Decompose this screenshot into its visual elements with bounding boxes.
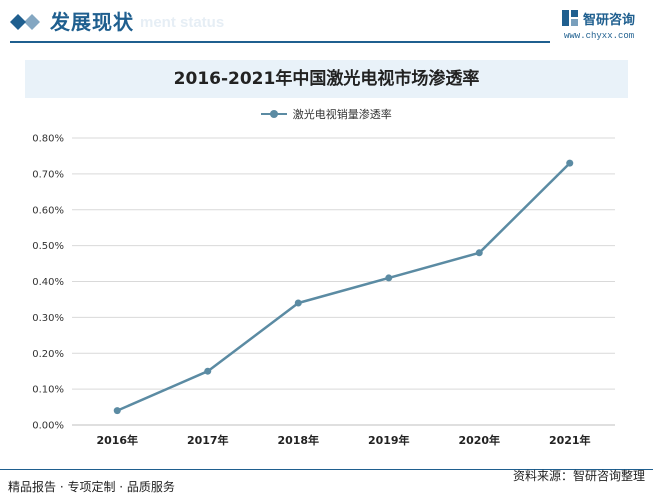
- x-tick-label: 2019年: [368, 433, 410, 447]
- x-tick-label: 2021年: [549, 433, 591, 447]
- page-title: 发展现状: [50, 10, 134, 34]
- x-tick-label: 2020年: [458, 433, 500, 447]
- y-tick-label: 0.50%: [32, 241, 64, 252]
- diamond-icon: [10, 14, 40, 30]
- footer-divider: [0, 469, 653, 470]
- y-tick-label: 0.20%: [32, 349, 64, 360]
- series-layer: [113, 159, 574, 415]
- brand-logo: 智研咨询 www.chyxx.com: [561, 9, 651, 43]
- x-tick-label: 2018年: [277, 433, 319, 447]
- y-tick-label: 0.30%: [32, 313, 64, 324]
- legend-line-marker-icon: [261, 109, 288, 119]
- brand-name: 智研咨询: [583, 13, 636, 28]
- chart-title-band: 2016-2021年中国激光电视市场渗透率: [25, 60, 628, 98]
- footer-source: 资料来源：智研咨询整理: [512, 469, 645, 483]
- data-point: [475, 249, 483, 257]
- y-tick-label: 0.60%: [32, 205, 64, 216]
- legend-entry: 激光电视销量渗透率: [292, 108, 392, 121]
- y-tick-label: 0.00%: [32, 421, 64, 432]
- x-tick-label: 2017年: [187, 433, 229, 447]
- data-point: [385, 274, 393, 282]
- header-divider: [10, 41, 550, 43]
- y-tick-label: 0.10%: [32, 385, 64, 396]
- series-line: [116, 162, 571, 412]
- y-tick-label: 0.80%: [32, 134, 64, 145]
- line-chart: 0.00% 0.10% 0.20% 0.30% 0.40% 0.50% 0.60% 0.70%…: [32, 134, 615, 447]
- data-point: [294, 299, 302, 307]
- y-tick-label: 0.40%: [32, 277, 64, 288]
- chart-legend: 激光电视销量渗透率: [0, 106, 653, 122]
- x-tick-label: 2016年: [96, 433, 138, 447]
- header: ment status 发展现状 智研咨询 www.chyxx.com: [0, 0, 653, 44]
- y-tick-label: 0.70%: [32, 169, 64, 180]
- data-point: [113, 407, 121, 415]
- brand-logo-icon: [562, 10, 578, 26]
- data-point: [566, 159, 574, 167]
- grid-lines: [72, 137, 615, 426]
- chart-title: 2016-2021年中国激光电视市场渗透率: [173, 69, 480, 89]
- x-axis-ticks: 2016年 2017年 2018年 2019年 2020年 2021年: [96, 433, 590, 447]
- data-point: [204, 367, 212, 375]
- y-axis-ticks: 0.00% 0.10% 0.20% 0.30% 0.40% 0.50% 0.60% 0.70%…: [32, 134, 64, 432]
- brand-url: www.chyxx.com: [564, 31, 635, 41]
- footer-slogan: 精品报告 · 专项定制 · 品质服务: [8, 480, 175, 494]
- header-subtitle-watermark: ment status: [140, 14, 225, 31]
